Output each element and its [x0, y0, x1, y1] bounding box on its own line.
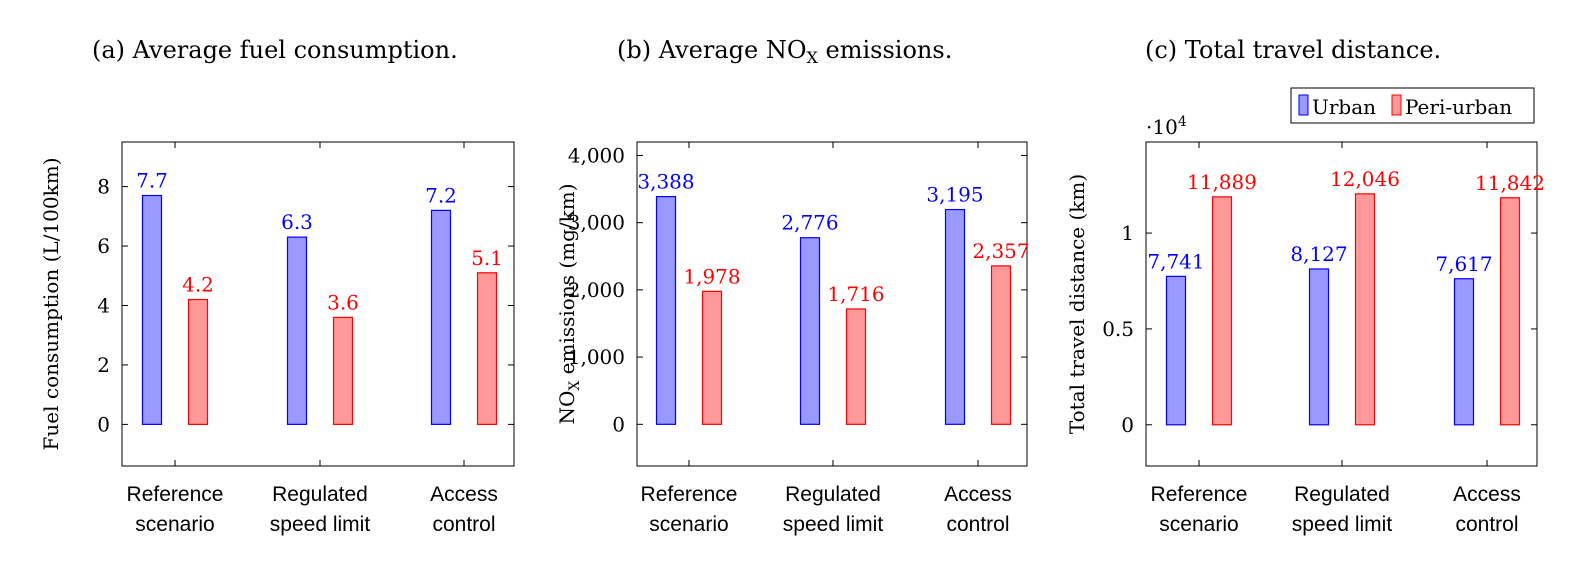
bar-urban [1453, 278, 1475, 426]
y-tick-label: 1 [1121, 221, 1134, 245]
chart-title: (b) Average NOX emissions. [617, 36, 952, 67]
plot-frame [636, 141, 1028, 467]
x-tick-label: scenario [649, 513, 728, 536]
bar-periurban [701, 290, 723, 425]
y-tick-label: 4 [97, 293, 110, 317]
legend-urban-swatch [1298, 94, 1309, 116]
bar-urban [1165, 275, 1187, 426]
bar-urban [799, 237, 821, 425]
chart-title: (a) Average fuel consumption. [92, 36, 458, 64]
y-axis-label: Fuel consumption (L/100km) [39, 158, 63, 451]
y-scale-label: ·104 [1146, 114, 1187, 139]
data-label: 12,046 [1330, 167, 1400, 191]
y-tick-label: 4,000 [568, 143, 625, 167]
bar-periurban [187, 298, 209, 425]
bar-periurban [332, 316, 354, 425]
data-label: 2,776 [781, 211, 838, 235]
legend-box [1290, 87, 1535, 124]
legend-urban-label: Urban [1312, 95, 1376, 119]
x-tick-label: scenario [1159, 513, 1238, 536]
bar-urban [141, 194, 163, 425]
data-label: 8,127 [1290, 242, 1347, 266]
bar-periurban [1354, 193, 1376, 426]
data-label: 7.2 [425, 183, 457, 207]
y-axis-label: NOX emissions (mg/km) [555, 183, 583, 424]
x-tick-label: speed limit [783, 513, 884, 536]
chart-3: (c) Total travel distance. 0 0.5 1 ·104 Total… [1065, 36, 1545, 536]
chart-title: (c) Total travel distance. [1145, 36, 1441, 64]
x-tick-label: control [1455, 513, 1518, 536]
data-label: 5.1 [471, 246, 503, 270]
y-tick-label: 2,000 [568, 278, 625, 302]
x-tick-label: speed limit [1292, 513, 1393, 536]
x-tick-label: speed limit [270, 513, 371, 536]
bar-periurban [476, 272, 498, 425]
y-tick-label: 3,000 [568, 211, 625, 235]
bar-urban [1308, 268, 1330, 426]
data-label: 6.3 [281, 210, 313, 234]
legend-periurban-label: Peri-urban [1405, 95, 1512, 119]
y-axis-label: Total travel distance (km) [1065, 174, 1089, 434]
x-tick-label: Regulated [1294, 483, 1390, 506]
bar-periurban [990, 265, 1012, 425]
data-label: 4.2 [182, 273, 214, 297]
bar-periurban [1211, 196, 1233, 426]
legend: Urban Peri-urban [1290, 87, 1535, 124]
y-tick-label: 1,000 [568, 345, 625, 369]
x-tick-label: Reference [1151, 483, 1248, 506]
x-tick-label: Access [430, 483, 498, 506]
bar-urban [655, 195, 677, 425]
y-tick-label: 2 [97, 353, 110, 377]
data-label: 3,195 [926, 183, 983, 207]
data-label: 2,357 [972, 239, 1029, 263]
data-label: 1,978 [683, 264, 740, 288]
y-tick-label: 0 [612, 412, 625, 436]
data-label: 11,842 [1475, 171, 1545, 195]
data-label: 7.7 [136, 169, 168, 193]
chart-1: (a) Average fuel consumption. 0 2 4 6 8 Fuel c… [39, 36, 515, 536]
y-tick-label: 0 [1121, 413, 1134, 437]
x-tick-label: Regulated [785, 483, 881, 506]
x-tick-label: Access [944, 483, 1012, 506]
data-label: 11,889 [1187, 170, 1257, 194]
bar-urban [430, 209, 452, 425]
x-tick-label: Access [1453, 483, 1521, 506]
legend-periurban-swatch [1391, 94, 1402, 116]
data-label: 1,716 [827, 282, 884, 306]
x-tick-label: control [432, 513, 495, 536]
bar-urban [944, 208, 966, 425]
bar-periurban [1499, 197, 1521, 426]
plot-frame [121, 141, 515, 467]
x-tick-label: scenario [135, 513, 214, 536]
x-tick-label: Regulated [272, 483, 368, 506]
x-tick-label: Reference [127, 483, 224, 506]
y-tick-label: 6 [97, 234, 110, 258]
bar-periurban [845, 308, 867, 425]
data-label: 3.6 [327, 290, 359, 314]
data-label: 3,388 [637, 170, 694, 194]
y-tick-label: 0.5 [1102, 317, 1134, 341]
data-label: 7,741 [1147, 249, 1204, 273]
chart-2: (b) Average NOX emissions. 0 1,000 2,000 3,0… [555, 36, 1030, 536]
x-tick-label: control [946, 513, 1009, 536]
data-label: 7,617 [1435, 252, 1492, 276]
y-tick-label: 0 [97, 412, 110, 436]
bar-urban [286, 236, 308, 425]
y-tick-label: 8 [97, 175, 110, 199]
x-tick-label: Reference [641, 483, 738, 506]
